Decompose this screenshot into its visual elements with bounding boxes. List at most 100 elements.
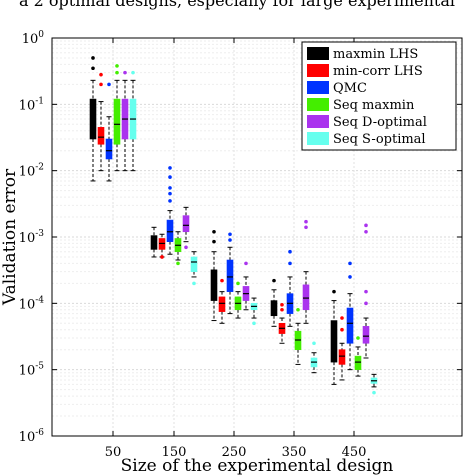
box-body <box>226 259 234 292</box>
outlier-point <box>115 70 119 75</box>
y-tick-label: 10-6 <box>19 428 45 445</box>
x-tick-label: 450 <box>342 445 367 460</box>
outlier-point <box>364 289 368 294</box>
box-maxmin-lhs-50 <box>89 56 97 182</box>
y-tick-label: 10-4 <box>19 295 45 312</box>
box-qmc-350 <box>286 249 294 327</box>
box-body <box>330 320 338 363</box>
legend-swatch <box>307 132 329 145</box>
legend-label: QMC <box>333 81 367 96</box>
x-tick-label: 250 <box>222 445 247 460</box>
outlier-point <box>364 223 368 228</box>
axis-ticks: 10-6 10-5 10-4 10-3 10-2 10-1 100 50 150 250 350 45… <box>19 30 462 460</box>
box-body <box>166 219 174 242</box>
legend-swatch <box>307 81 329 94</box>
box-min-corr-lhs-350 <box>278 303 286 344</box>
outlier-point <box>91 66 95 71</box>
box-seq-maxmin-450 <box>354 336 362 377</box>
outlier-point <box>115 64 119 68</box>
outlier-point <box>99 72 103 77</box>
outlier-point <box>280 303 284 307</box>
x-axis-title: Size of the experimental design <box>121 456 394 476</box>
box-seq-d-optimal-150 <box>182 206 190 250</box>
outlier-point <box>184 245 188 250</box>
legend-swatch <box>307 64 329 77</box>
box-maxmin-lhs-350 <box>270 278 278 327</box>
box-body <box>218 296 226 312</box>
box-body <box>302 284 310 311</box>
outlier-point <box>244 261 248 266</box>
outlier-point <box>356 336 360 340</box>
outlier-point <box>348 261 352 266</box>
outlier-point <box>304 225 308 230</box>
box-qmc-150 <box>166 166 174 255</box>
legend-label: Seq maxmin <box>333 98 415 113</box>
legend-swatch <box>307 115 329 128</box>
legend-swatch <box>307 98 329 111</box>
box-min-corr-lhs-50 <box>97 72 105 172</box>
y-tick-label: 10-5 <box>19 362 45 379</box>
legend-label: min-corr LHS <box>333 64 423 79</box>
y-tick-label: 10-3 <box>19 229 45 246</box>
box-maxmin-lhs-150 <box>150 226 158 258</box>
box-seq-s-optimal-50 <box>129 70 137 172</box>
outlier-point <box>91 56 95 60</box>
outlier-point <box>280 307 284 312</box>
box-seq-maxmin-150 <box>174 231 182 266</box>
outlier-point <box>332 289 336 294</box>
outlier-point <box>340 327 344 332</box>
box-qmc-250 <box>226 232 234 315</box>
outlier-point <box>168 166 172 170</box>
box-maxmin-lhs-250 <box>210 229 218 322</box>
box-min-corr-lhs-150 <box>158 233 166 259</box>
outlier-point <box>236 281 240 286</box>
box-seq-s-optimal-150 <box>190 251 198 286</box>
box-seq-d-optimal-250 <box>242 261 250 311</box>
outlier-point <box>228 238 232 242</box>
x-tick-label: 350 <box>282 445 307 460</box>
box-body <box>105 138 113 160</box>
outlier-point <box>364 301 368 306</box>
outlier-point <box>160 255 164 259</box>
box-seq-d-optimal-350 <box>302 219 310 324</box>
legend-label: Seq S-optimal <box>333 132 426 147</box>
y-tick-label: 10-1 <box>19 96 44 113</box>
outlier-point <box>372 390 376 395</box>
outlier-point <box>252 321 256 326</box>
box-seq-d-optimal-50 <box>121 70 129 172</box>
box-maxmin-lhs-450 <box>330 289 338 385</box>
box-body <box>338 349 346 365</box>
legend-label: Seq D-optimal <box>333 115 427 130</box>
outlier-point <box>288 261 292 266</box>
box-min-corr-lhs-250 <box>218 278 226 324</box>
outlier-point <box>340 316 344 320</box>
box-qmc-450 <box>346 261 354 371</box>
box-seq-maxmin-350 <box>294 307 302 365</box>
outlier-point <box>192 281 196 286</box>
box-groups <box>89 56 378 395</box>
legend-swatch <box>307 47 329 60</box>
y-tick-label: 100 <box>22 30 45 47</box>
outlier-point <box>348 275 352 279</box>
box-body <box>97 127 105 145</box>
box-body <box>354 355 362 370</box>
box-body <box>182 215 190 233</box>
box-seq-s-optimal-250 <box>250 297 258 326</box>
outlier-point <box>312 341 316 346</box>
outlier-point <box>107 82 111 87</box>
outlier-point <box>168 191 172 196</box>
outlier-point <box>168 175 172 179</box>
outlier-point <box>220 278 224 283</box>
outlier-point <box>168 199 172 203</box>
box-seq-maxmin-250 <box>234 281 242 319</box>
y-tick-label: 10-2 <box>19 163 44 180</box>
box-body <box>210 269 218 301</box>
outlier-point <box>228 232 232 237</box>
outlier-point <box>131 70 135 75</box>
box-seq-d-optimal-450 <box>362 223 370 359</box>
box-seq-s-optimal-350 <box>310 341 318 374</box>
outlier-point <box>364 229 368 234</box>
box-min-corr-lhs-450 <box>338 316 346 381</box>
figure-caption: a 2 optimal designs, especially for larg… <box>19 0 455 10</box>
